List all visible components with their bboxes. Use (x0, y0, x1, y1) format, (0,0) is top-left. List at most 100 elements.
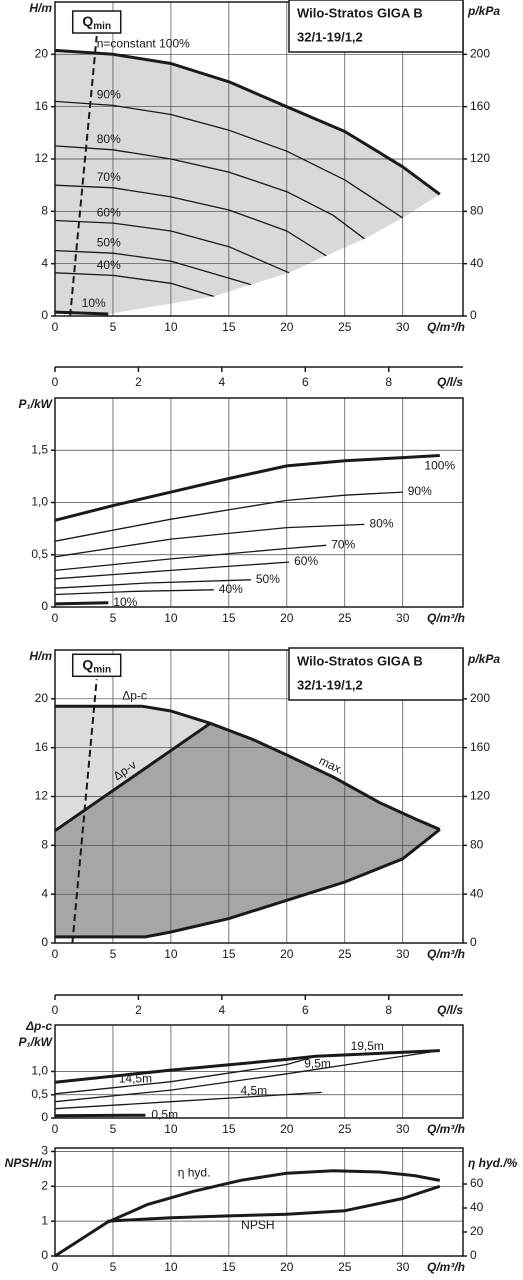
curve-label: 19,5m (351, 1039, 384, 1053)
x-tick-label: 25 (338, 1122, 352, 1136)
x-tick-label: 30 (396, 611, 410, 625)
x-tick-label: 15 (222, 1260, 236, 1274)
y-tick-label: 0 (41, 308, 48, 322)
qmin-sub: min (93, 21, 111, 32)
y-axis-label: P₁/kW (18, 397, 53, 411)
y2-tick-label: 0 (470, 1248, 477, 1262)
curve-label: 70% (331, 538, 355, 552)
x-tick-label: 0 (52, 947, 59, 961)
y2-tick-label: 40 (470, 1200, 484, 1214)
curve-label: 80% (369, 517, 393, 531)
y-axis-label: Δp-c (25, 1019, 52, 1033)
curve-label: 14,5m (119, 1071, 152, 1085)
y-tick-label: 16 (35, 740, 49, 754)
x-tick-label: 0 (52, 611, 59, 625)
qmin-line (69, 35, 98, 317)
y-tick-label: 0 (41, 599, 48, 613)
x-tick-label: 15 (222, 320, 236, 334)
curve (54, 145, 365, 240)
x-tick-label: 5 (110, 320, 117, 334)
x-axis-label: Q/m³/h (427, 1260, 465, 1274)
x-tick-label: 20 (280, 1122, 294, 1136)
curve-label: 9,5m (304, 1056, 331, 1070)
x-tick-label: 0 (52, 1260, 59, 1274)
header-box (288, 0, 464, 53)
curve (54, 523, 365, 558)
y-tick-label: 0,5 (31, 547, 48, 561)
x-tick-label: 15 (222, 611, 236, 625)
y2-tick-label: 200 (470, 47, 490, 61)
curve-label: 90% (97, 87, 121, 101)
y2-axis-label: η hyd./% (468, 1156, 518, 1170)
x-tick-label: 10 (164, 947, 178, 961)
y-axis-label: P₁/kW (18, 1035, 53, 1049)
x-axis-label: Q/m³/h (427, 611, 465, 625)
header-line: Wilo-Stratos GIGA B (297, 653, 423, 668)
curve-label: 90% (408, 484, 432, 498)
y-tick-label: 1,0 (31, 1064, 48, 1078)
y-tick-label: 8 (41, 204, 48, 218)
y-tick-label: 0 (41, 935, 48, 949)
x-tick-label: 20 (280, 1260, 294, 1274)
curve (54, 579, 251, 589)
qmin-sub: min (93, 664, 111, 675)
y-tick-label: 12 (35, 151, 49, 165)
x-tick-label: 20 (280, 320, 294, 334)
curve (54, 1055, 316, 1095)
x-tick-label: 6 (302, 1003, 309, 1017)
x-tick-label: 10 (164, 320, 178, 334)
y-tick-label: 20 (35, 691, 49, 705)
x-tick-label: 5 (110, 1122, 117, 1136)
y-tick-label: 20 (35, 47, 49, 61)
header-line: 32/1-19/1,2 (297, 29, 363, 44)
plot-frame (54, 1, 464, 317)
operating-range (55, 50, 440, 317)
x-tick-label: 25 (338, 947, 352, 961)
y-tick-label: 1 (41, 1213, 48, 1227)
x-tick-label: 30 (396, 1122, 410, 1136)
y2-axis-label: p/kPa (467, 4, 500, 18)
curve-label: 70% (97, 170, 121, 184)
y-tick-label: 1,5 (31, 442, 48, 456)
y-tick-label: 4 (41, 886, 48, 900)
curve (54, 1049, 440, 1084)
y-axis-label: H/m (29, 649, 52, 663)
curve (54, 100, 404, 219)
x-tick-label: 8 (385, 1003, 392, 1017)
plot-frame (54, 1024, 464, 1119)
curve (54, 1113, 146, 1118)
x-tick-label: 10 (164, 1122, 178, 1136)
curve (54, 601, 109, 606)
header-line: Wilo-Stratos GIGA B (297, 5, 423, 20)
header-box (288, 647, 464, 701)
x-tick-label: 4 (219, 1003, 226, 1017)
x-axis-label: Q/m³/h (427, 320, 465, 334)
x-tick-label: 30 (396, 1260, 410, 1274)
curve-label: Δp-c (122, 688, 147, 702)
x-tick-label: 0 (52, 1122, 59, 1136)
x-tick-label: 2 (135, 1003, 142, 1017)
y-tick-label: 8 (41, 838, 48, 852)
x-tick-label: 20 (280, 611, 294, 625)
x-axis-label: Q/m³/h (427, 1122, 465, 1136)
x-tick-label: 20 (280, 947, 294, 961)
curve (54, 310, 109, 316)
x-tick-label: 10 (164, 1260, 178, 1274)
x-axis-label: Q/l/s (437, 375, 463, 389)
y-tick-label: 2 (41, 1178, 48, 1192)
y2-tick-label: 160 (470, 740, 490, 754)
min-curve (55, 828, 441, 939)
x-tick-label: 8 (385, 375, 392, 389)
y-tick-label: 1,0 (31, 495, 48, 509)
y-tick-label: 3 (41, 1144, 48, 1158)
y2-tick-label: 120 (470, 789, 490, 803)
curve (54, 48, 441, 196)
curve (54, 544, 327, 572)
x-tick-label: 0 (52, 1003, 59, 1017)
curve (54, 272, 214, 298)
y2-tick-label: 0 (470, 935, 477, 949)
curve (54, 561, 290, 580)
x-tick-label: 10 (164, 611, 178, 625)
curve-label: NPSH (241, 1218, 274, 1232)
